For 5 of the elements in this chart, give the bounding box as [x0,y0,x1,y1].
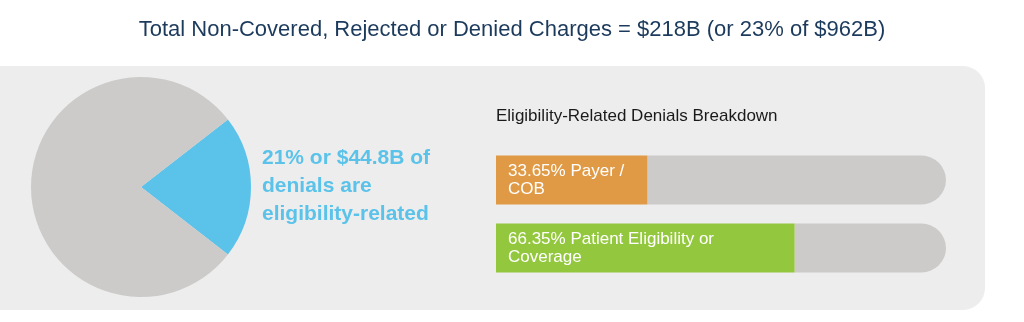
text: 21% or $44.8B of denials are eligibility-related [262,144,432,226]
chart-title: Eligibility-Related Denials Breakdown [496,106,778,126]
data-label: 33.65% Payer / COB [508,160,625,198]
data-label: 66.35% Patient Eligibility or Coverage [508,228,715,266]
text: Total Non-Covered, Rejected or Denied Charges = $218B (or 23% of $962B) [137,16,887,42]
